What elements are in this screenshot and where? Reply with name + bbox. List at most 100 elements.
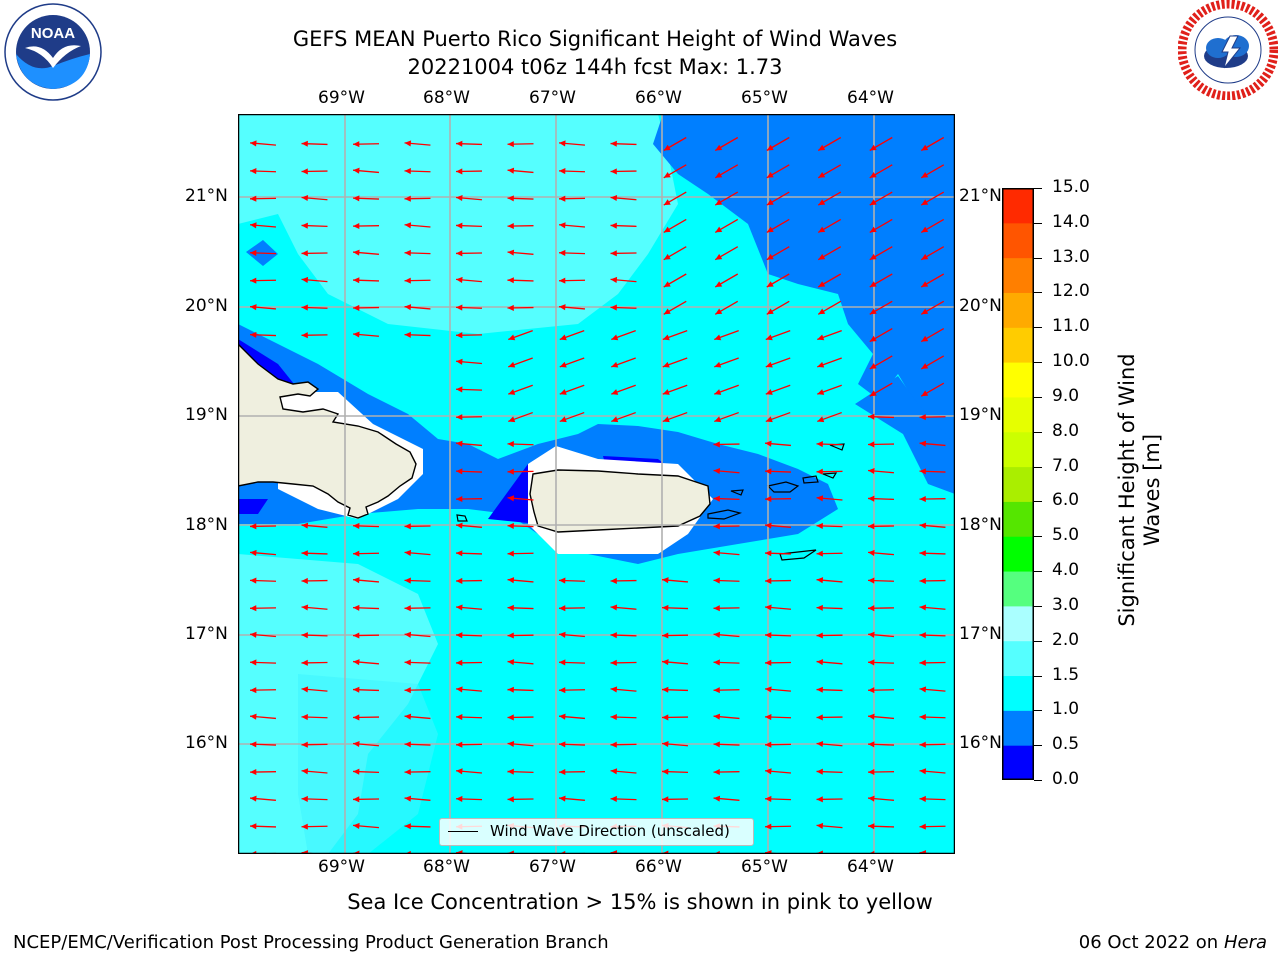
footer-right: 06 Oct 2022 on Hera: [1079, 932, 1267, 953]
colorbar-tick-label: 1.0: [1052, 699, 1080, 720]
wind-arrow: [867, 413, 895, 420]
legend-line-icon: [448, 831, 478, 832]
wind-arrow: [249, 277, 277, 284]
wind-arrow: [869, 382, 893, 397]
wind-arrow: [301, 714, 328, 721]
wind-arrow: [404, 687, 431, 694]
colorbar-bin: [1002, 327, 1034, 363]
wind-arrow: [455, 604, 483, 611]
wind-arrow: [661, 714, 689, 721]
wind-arrow: [507, 222, 534, 230]
wind-arrow: [404, 768, 431, 776]
noaa-logo: NOAA: [3, 2, 103, 102]
wind-arrow: [765, 357, 791, 368]
lon-label-bottom-68: 68°W: [423, 857, 470, 877]
wind-arrow: [869, 246, 893, 261]
map-frame: [238, 114, 955, 854]
wind-arrow: [507, 441, 534, 448]
wind-arrow: [662, 384, 688, 395]
wind-arrow: [610, 741, 637, 748]
colorbar-tick-label: 12.0: [1052, 281, 1090, 302]
wind-arrow: [817, 411, 842, 423]
lat-label-right-18: 18°N: [959, 515, 1002, 535]
wind-arrow: [352, 577, 380, 584]
wind-arrow: [766, 191, 790, 206]
wind-arrow: [558, 249, 586, 257]
wind-arrow: [558, 577, 586, 584]
colorbar-tick-label: 4.0: [1052, 560, 1080, 581]
wind-arrow: [713, 713, 740, 720]
wind-arrow: [867, 659, 895, 666]
wave-patch-mona: [488, 464, 538, 524]
wind-arrow: [352, 768, 380, 775]
wind-arrow: [455, 304, 483, 311]
wind-arrow: [764, 659, 792, 666]
wind-arrow: [404, 523, 431, 530]
lon-label-bottom-64: 64°W: [847, 857, 894, 877]
wind-arrow: [352, 249, 380, 256]
wind-arrow: [816, 441, 843, 448]
colorbar-bin: [1002, 431, 1034, 468]
island-culebra: [730, 489, 744, 496]
wind-arrow: [764, 632, 792, 639]
wind-arrow: [507, 141, 534, 148]
wind-arrow: [559, 330, 585, 341]
wind-arrow: [816, 822, 843, 829]
wind-arrow: [869, 218, 893, 233]
wave-zone-east: [855, 376, 955, 494]
wind-arrow: [558, 222, 586, 229]
wind-arrow: [455, 386, 483, 393]
colorbar-tick-mark: [1034, 605, 1042, 607]
wind-arrow: [508, 330, 533, 341]
wind-arrow: [455, 440, 483, 447]
wind-arrow: [455, 358, 483, 365]
colorbar-bin: [1002, 292, 1034, 328]
wind-arrow: [558, 713, 586, 720]
wind-arrow: [507, 550, 534, 557]
wind-arrow: [867, 441, 895, 448]
caption: Sea Ice Concentration > 15% is shown in …: [347, 890, 933, 914]
wave-zone-south: [298, 674, 438, 854]
wind-arrow: [249, 304, 277, 311]
wind-arrow: [867, 577, 895, 584]
wind-arrow: [507, 468, 534, 475]
legend-text: Wind Wave Direction (unscaled): [490, 822, 730, 840]
wind-arrow: [404, 549, 431, 556]
wind-arrow: [764, 714, 792, 721]
wind-arrow: [610, 168, 637, 175]
colorbar-tick-label: 5.0: [1052, 525, 1080, 546]
colorbar-tick-mark: [1034, 188, 1042, 189]
wind-arrow: [920, 300, 945, 315]
wind-arrow: [610, 795, 637, 803]
wind-arrow: [919, 795, 946, 803]
wind-arrow: [765, 411, 791, 423]
wind-arrow: [765, 384, 791, 395]
wind-arrow: [610, 604, 637, 611]
colorbar-tick-mark: [1034, 466, 1042, 468]
wind-arrow: [455, 250, 483, 257]
wind-arrow: [301, 304, 328, 311]
wind-arrow: [610, 304, 637, 311]
wind-arrow: [352, 632, 380, 639]
wind-arrow: [817, 246, 842, 261]
wind-arrow: [455, 168, 483, 175]
wind-arrow: [249, 195, 277, 202]
wind-arrow: [764, 440, 792, 447]
colorbar-frame: [1002, 188, 1034, 780]
wind-arrow: [713, 523, 740, 530]
wind-arrow: [352, 277, 380, 284]
wind-arrow: [249, 823, 277, 830]
wind-arrow: [507, 796, 534, 803]
colorbar-bin: [1002, 188, 1034, 224]
wind-arrow: [455, 632, 483, 639]
wind-arrow: [507, 740, 534, 748]
wind-arrow: [869, 164, 893, 179]
colorbar-tick-label: 10.0: [1052, 351, 1090, 372]
wind-arrow: [301, 168, 328, 175]
wind-arrow: [663, 218, 687, 233]
land-hispaniola: [238, 343, 417, 519]
map-panel: [238, 114, 955, 854]
wind-arrow: [662, 411, 688, 423]
wind-arrow: [610, 632, 637, 639]
map-legend: Wind Wave Direction (unscaled): [439, 818, 754, 846]
